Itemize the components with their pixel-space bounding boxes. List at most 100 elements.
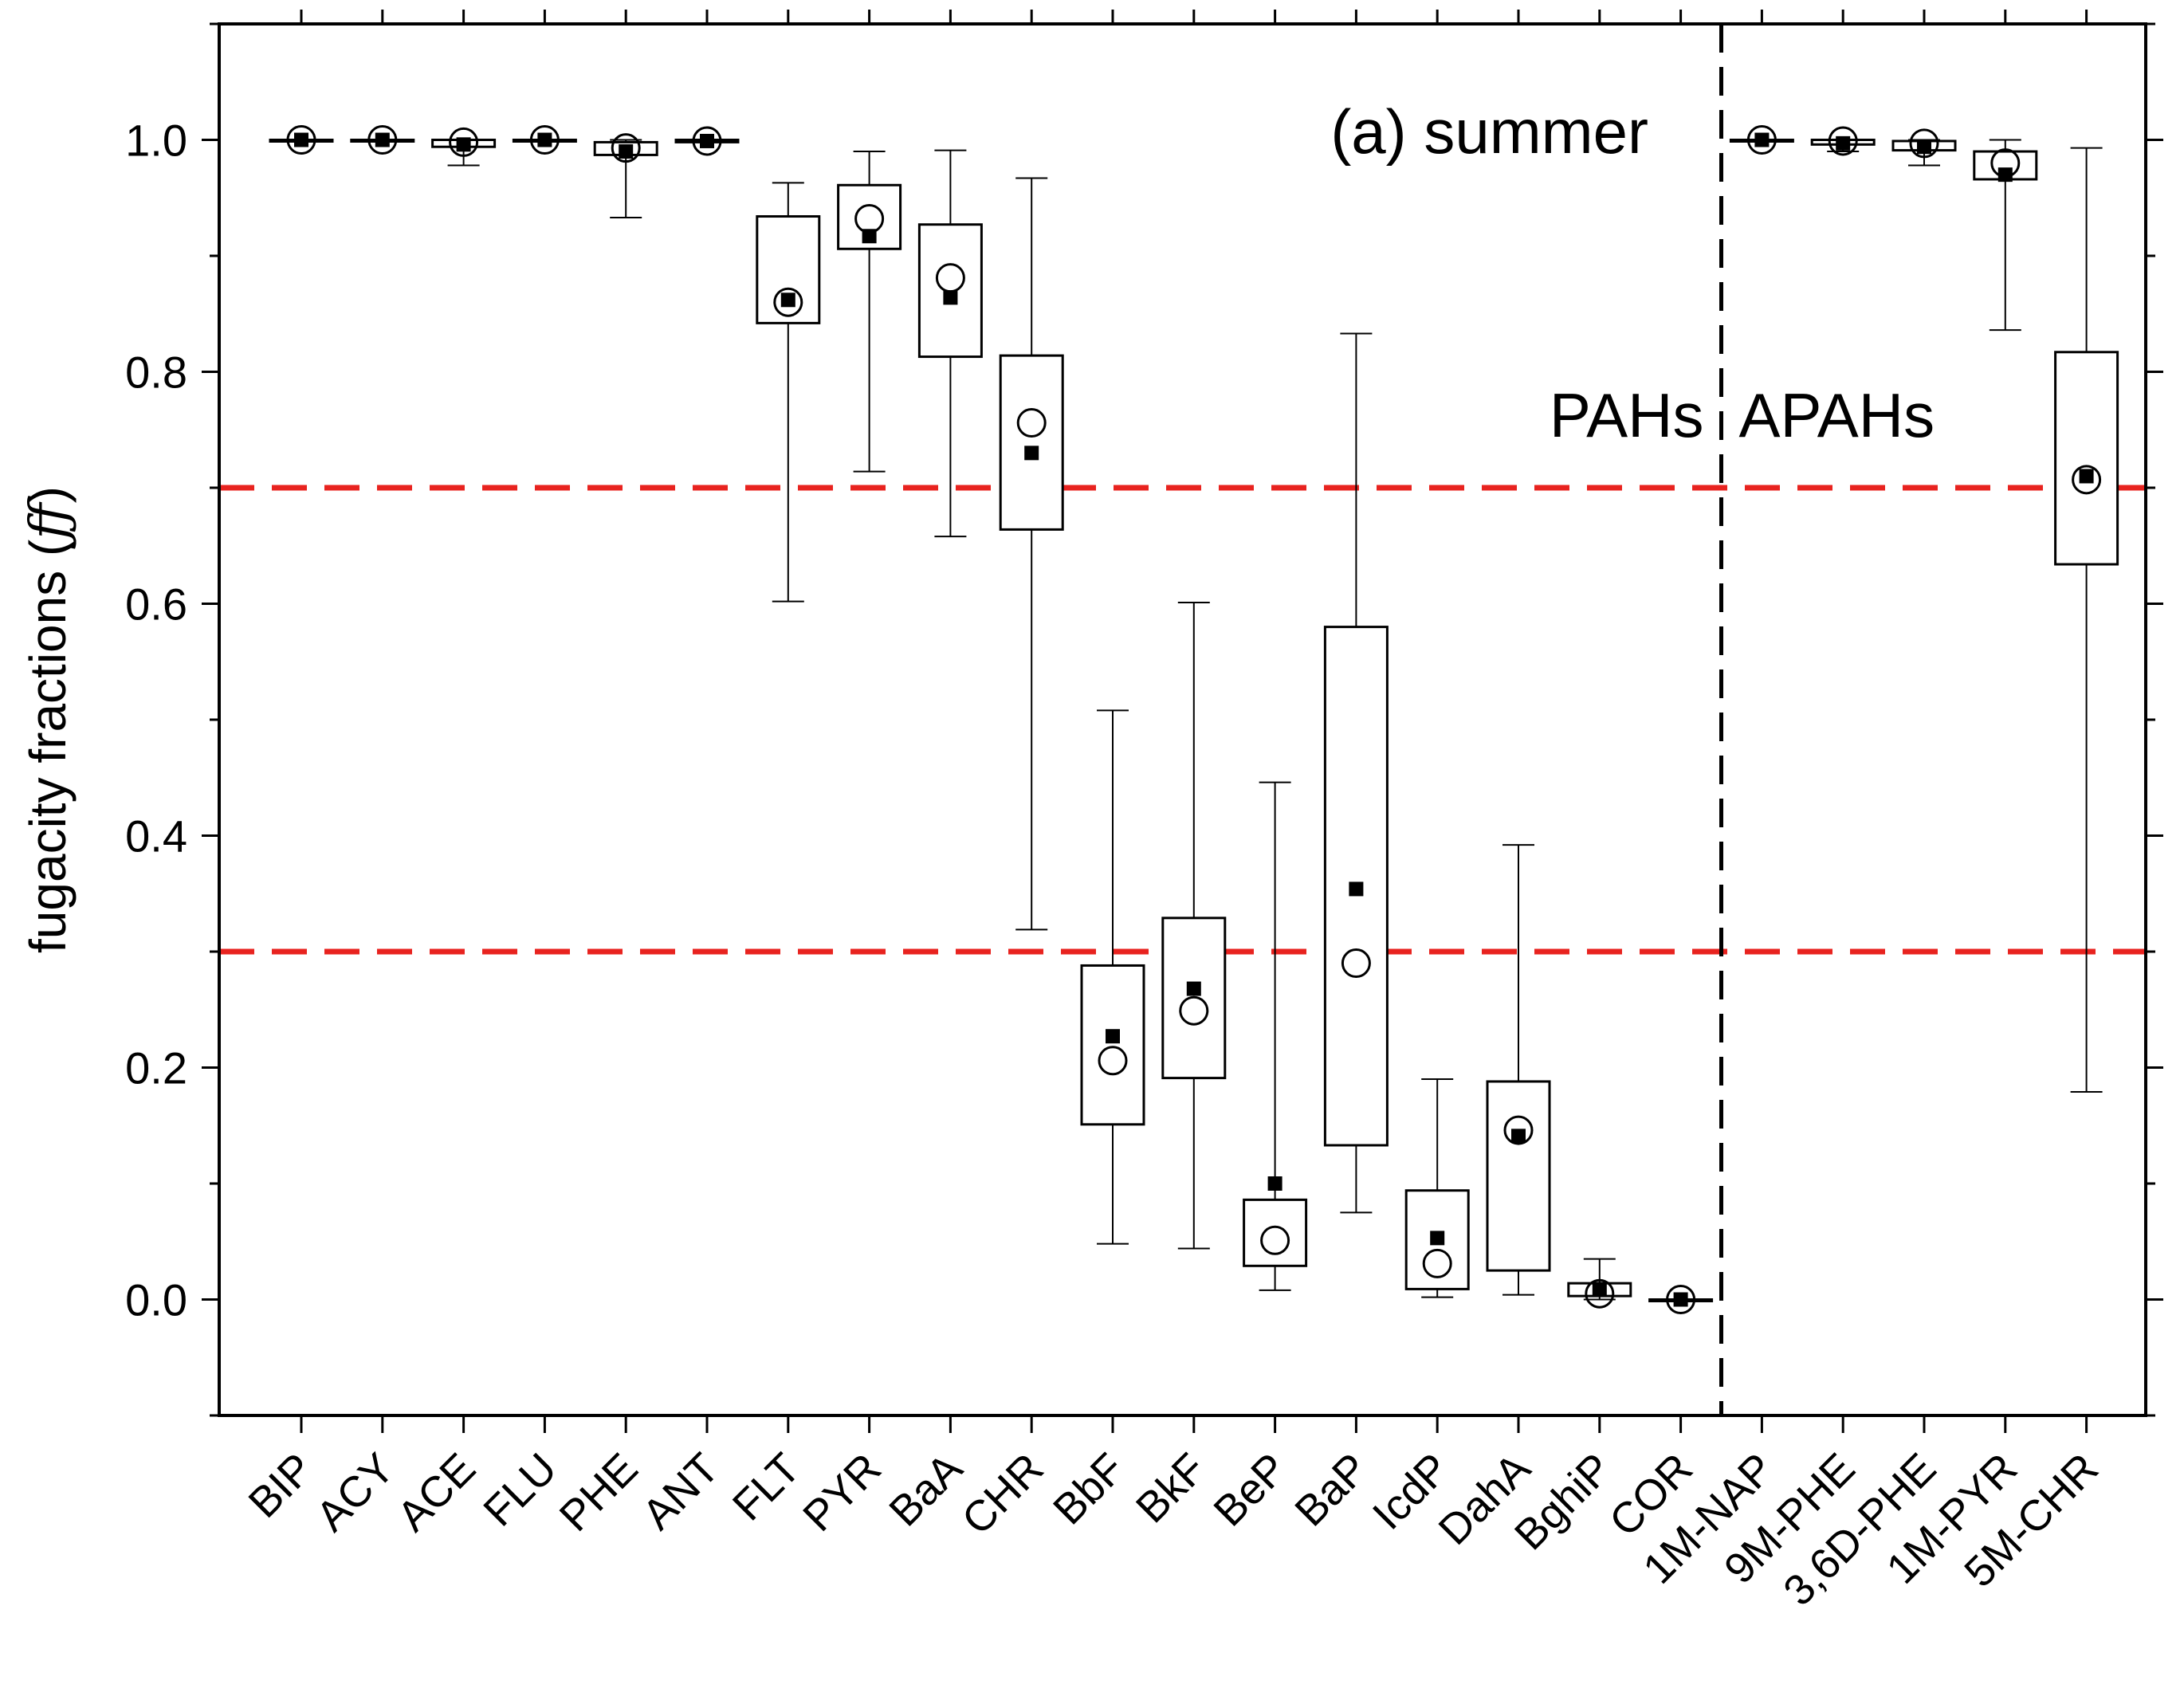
mean-marker (1024, 446, 1039, 461)
season-annotation: (a) summer (1330, 96, 1648, 167)
box-BghiP (1567, 1258, 1632, 1309)
median-marker (449, 127, 479, 157)
box-iqr (1243, 1198, 1308, 1267)
mean-marker (456, 137, 471, 152)
x-category-label: BaA (880, 1444, 972, 1536)
median-marker (1746, 125, 1777, 155)
box-BkF (1161, 602, 1227, 1250)
box-1M-NAP (1729, 125, 1794, 155)
x-category-label: FLU (474, 1444, 566, 1536)
plot-frame (218, 22, 2147, 1417)
mean-marker (2079, 469, 2094, 484)
median-marker (1828, 126, 1858, 156)
box-ANT (674, 126, 740, 156)
mean-marker (1430, 1231, 1445, 1246)
boxes-layer (269, 125, 2119, 1314)
mean-marker (1836, 135, 1851, 151)
x-category-label: PHE (551, 1444, 647, 1541)
x-category-label: FLT (724, 1444, 809, 1529)
mean-marker (619, 144, 634, 159)
mean-marker (537, 132, 552, 147)
median-marker (1503, 1115, 1534, 1145)
y-axis-label-symbol: ƒƒ (19, 496, 78, 549)
y-axis-label: fugacity fractions (ƒƒ) (19, 486, 78, 953)
median-marker (1666, 1285, 1696, 1314)
group-label-apahs: APAHs (1739, 380, 1935, 450)
box-iqr (2054, 351, 2119, 566)
x-category-label: ACY (307, 1444, 403, 1541)
x-category-label: BeP (1204, 1444, 1296, 1536)
labels-layer: 0.00.20.40.60.81.0BIPACYACEFLUPHEANTFLTP… (125, 116, 2107, 1616)
median-marker (1341, 948, 1371, 979)
x-category-label: ACE (388, 1444, 485, 1541)
mean-marker (1267, 1176, 1283, 1191)
x-category-label: CHR (953, 1444, 1053, 1544)
box-BbF (1080, 709, 1145, 1245)
median-marker (286, 125, 316, 155)
y-tick-label: 0.4 (125, 811, 187, 862)
box-PHE (593, 133, 658, 218)
mean-marker (1106, 1029, 1120, 1044)
box-iqr (1080, 964, 1145, 1126)
mean-marker (1349, 881, 1364, 897)
median-marker (692, 126, 722, 156)
box-BaP (1323, 332, 1389, 1214)
box-3,6D-PHE (1891, 128, 1957, 167)
mean-marker (780, 292, 795, 308)
x-category-label: BbF (1044, 1444, 1133, 1533)
median-marker (2072, 465, 2102, 495)
box-ACY (350, 125, 415, 155)
median-marker (611, 133, 641, 163)
y-axis-label-prefix: fugacity fractions ( (19, 540, 77, 953)
median-marker (1179, 995, 1209, 1026)
box-5M-CHR (2054, 147, 2119, 1093)
mean-marker (1917, 139, 1931, 155)
mean-marker (1997, 167, 2013, 183)
box-9M-PHE (1810, 126, 1876, 156)
y-tick-label: 0.6 (125, 579, 187, 630)
median-marker (529, 125, 560, 155)
box-FLT (756, 182, 821, 603)
median-marker (773, 287, 803, 317)
mean-marker (862, 229, 877, 244)
box-iqr (999, 354, 1064, 531)
box-iqr (1404, 1189, 1470, 1290)
median-marker (1422, 1248, 1452, 1278)
x-category-label: ANT (634, 1444, 729, 1539)
y-tick-label: 1.0 (125, 116, 187, 166)
box-CHR (999, 177, 1064, 931)
y-tick-label: 0.0 (125, 1275, 187, 1325)
x-category-label: BaP (1286, 1444, 1377, 1536)
x-category-label: PYR (794, 1444, 890, 1541)
y-axis-label-suffix: ) (19, 486, 77, 503)
mean-marker (1511, 1129, 1526, 1144)
box-DahA (1486, 844, 1551, 1296)
x-category-label: BkF (1127, 1444, 1215, 1532)
mean-marker (943, 290, 958, 305)
x-category-label: BIP (240, 1444, 323, 1527)
mean-marker (1754, 132, 1770, 147)
median-marker (1909, 128, 1939, 159)
box-iqr (1486, 1080, 1551, 1272)
box-iqr (756, 215, 821, 324)
box-FLU (512, 125, 577, 155)
mean-marker (1592, 1282, 1607, 1297)
box-PYR (837, 151, 902, 473)
mean-marker (1673, 1292, 1688, 1307)
ticks-layer (202, 10, 2163, 1433)
mean-marker (294, 132, 308, 147)
median-marker (1260, 1225, 1290, 1255)
mean-marker (375, 132, 390, 147)
median-marker (1098, 1046, 1128, 1076)
box-IcdP (1404, 1078, 1470, 1298)
median-marker (367, 125, 398, 155)
mean-marker (1186, 981, 1201, 996)
box-BeP (1243, 781, 1308, 1291)
mean-marker (700, 133, 714, 148)
box-1M-PYR (1973, 139, 2038, 332)
group-label-pahs: PAHs (1550, 380, 1704, 450)
box-BaA (917, 149, 983, 538)
box-BIP (269, 125, 334, 155)
box-ACE (431, 127, 497, 167)
